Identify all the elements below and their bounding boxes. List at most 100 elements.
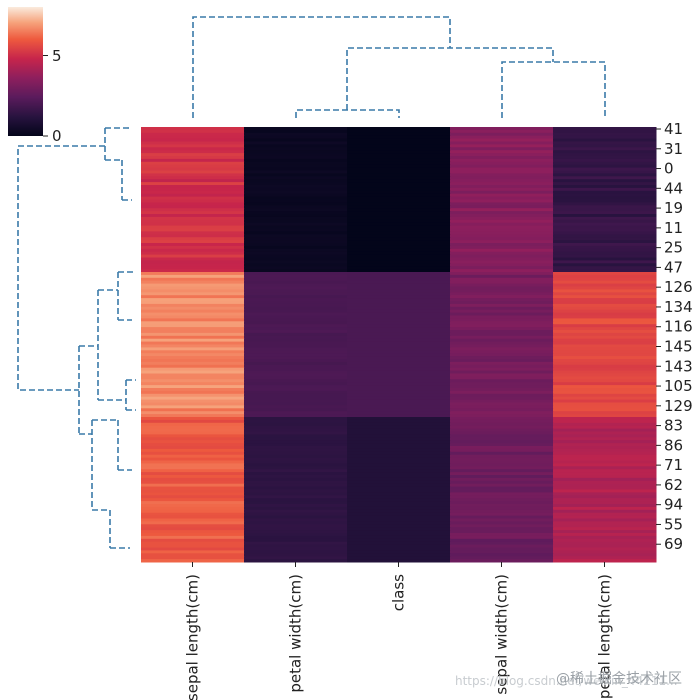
row-tick-label: 134 bbox=[664, 298, 693, 316]
heatmap-cell bbox=[244, 301, 348, 305]
heatmap-cell bbox=[553, 272, 657, 276]
heatmap-cell bbox=[553, 472, 657, 476]
heatmap-cell bbox=[347, 550, 451, 554]
heatmap-cell bbox=[244, 231, 348, 235]
heatmap-cell bbox=[141, 483, 245, 488]
colorbar-label-5: 5 bbox=[52, 47, 62, 65]
heatmap-cell bbox=[553, 254, 657, 258]
column-label: class bbox=[390, 574, 408, 611]
heatmap-cell bbox=[141, 359, 245, 363]
heatmap-cell bbox=[141, 501, 245, 505]
heatmap-cell bbox=[347, 330, 451, 334]
heatmap-cell bbox=[141, 425, 245, 430]
heatmap-cell bbox=[450, 411, 554, 415]
heatmap-cell bbox=[141, 521, 245, 525]
heatmap-cell bbox=[347, 469, 451, 473]
heatmap-cell bbox=[141, 550, 245, 554]
heatmap-cell bbox=[450, 164, 554, 169]
heatmap-cell bbox=[347, 527, 451, 531]
heatmap-cell bbox=[244, 448, 348, 453]
heatmap-cell bbox=[450, 431, 554, 435]
heatmap-cell bbox=[450, 376, 554, 380]
heatmap-cell bbox=[244, 283, 348, 287]
heatmap-cell bbox=[450, 527, 554, 531]
heatmap-cell bbox=[244, 214, 348, 218]
heatmap-cell bbox=[347, 475, 451, 479]
heatmap-cell bbox=[553, 408, 657, 412]
heatmap-cell bbox=[141, 489, 245, 493]
heatmap-cell bbox=[347, 132, 451, 137]
heatmap-cell bbox=[553, 318, 657, 322]
heatmap-cell bbox=[553, 477, 657, 482]
heatmap-cell bbox=[347, 298, 451, 302]
heatmap-cell bbox=[244, 269, 348, 273]
heatmap-cell bbox=[141, 472, 245, 476]
heatmap-cell bbox=[553, 225, 657, 229]
heatmap-cell bbox=[553, 156, 657, 160]
heatmap-cell bbox=[244, 295, 348, 299]
row-tick-label: 41 bbox=[664, 120, 683, 138]
heatmap-cell bbox=[141, 379, 245, 383]
heatmap-cell bbox=[450, 501, 554, 505]
heatmap-cell bbox=[450, 283, 554, 287]
heatmap-cell bbox=[141, 480, 245, 485]
heatmap-cell bbox=[244, 164, 348, 169]
heatmap-cell bbox=[450, 127, 554, 131]
heatmap-cell bbox=[450, 443, 554, 447]
heatmap-cell bbox=[244, 147, 348, 151]
heatmap-cell bbox=[553, 364, 657, 369]
heatmap-cell bbox=[347, 472, 451, 476]
heatmap-cell bbox=[553, 457, 657, 461]
heatmap-cell bbox=[244, 454, 348, 459]
heatmap-cell bbox=[244, 153, 348, 157]
heatmap-cell bbox=[141, 431, 245, 435]
heatmap-cell bbox=[244, 359, 348, 363]
heatmap-cell bbox=[347, 498, 451, 502]
heatmap-cell bbox=[553, 251, 657, 256]
heatmap-cell bbox=[347, 431, 451, 435]
heatmap-cell bbox=[553, 248, 657, 253]
heatmap-cell bbox=[450, 460, 554, 464]
heatmap-cell bbox=[141, 524, 245, 528]
heatmap-cell bbox=[450, 385, 554, 389]
heatmap-cell bbox=[450, 425, 554, 430]
heatmap-cell bbox=[141, 257, 245, 261]
heatmap-cell bbox=[450, 428, 554, 432]
heatmap-cell bbox=[141, 173, 245, 177]
heatmap-cell bbox=[450, 414, 554, 418]
heatmap-cell bbox=[141, 176, 245, 180]
heatmap-cell bbox=[553, 266, 657, 270]
heatmap-cell bbox=[141, 182, 245, 186]
heatmap-cell bbox=[553, 190, 657, 195]
heatmap-cell bbox=[141, 321, 245, 325]
heatmap-cell bbox=[347, 274, 451, 279]
heatmap-cell bbox=[347, 373, 451, 377]
heatmap-cell bbox=[244, 216, 348, 221]
heatmap-cell bbox=[450, 237, 554, 241]
heatmap-cell bbox=[553, 269, 657, 273]
heatmap-cell bbox=[450, 495, 554, 499]
heatmap-cell bbox=[141, 373, 245, 377]
heatmap-cell bbox=[553, 202, 657, 206]
heatmap-cell bbox=[244, 553, 348, 557]
heatmap-cell bbox=[553, 501, 657, 505]
heatmap-cell bbox=[141, 390, 245, 395]
heatmap-cell bbox=[450, 373, 554, 377]
heatmap-cell bbox=[450, 135, 554, 140]
heatmap-cell bbox=[450, 301, 554, 305]
heatmap-cell bbox=[553, 350, 657, 354]
heatmap-cell bbox=[141, 251, 245, 256]
heatmap-cell bbox=[553, 240, 657, 244]
heatmap-cell bbox=[553, 443, 657, 447]
heatmap-cell bbox=[553, 385, 657, 389]
row-dendrogram bbox=[17, 127, 136, 549]
heatmap-cell bbox=[141, 202, 245, 206]
heatmap-cell bbox=[553, 419, 657, 424]
heatmap-cell bbox=[347, 411, 451, 415]
heatmap-cell bbox=[347, 202, 451, 206]
heatmap-cell bbox=[553, 483, 657, 488]
heatmap-cell bbox=[553, 280, 657, 285]
heatmap-cell bbox=[141, 492, 245, 496]
heatmap-cell bbox=[347, 535, 451, 540]
heatmap-cell bbox=[450, 179, 554, 183]
